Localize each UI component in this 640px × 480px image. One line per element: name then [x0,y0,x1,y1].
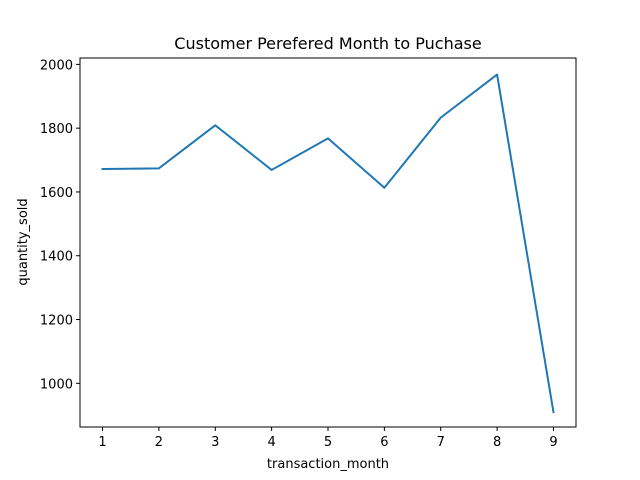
x-tick-label: 1 [98,435,106,450]
y-tick-label: 1600 [40,186,73,201]
series-line-0 [101,73,555,414]
x-tick-label: 6 [380,435,388,450]
x-axis-label: transaction_month [267,457,389,472]
x-tick-label: 9 [549,435,557,450]
x-tick-label: 7 [437,435,445,450]
x-tick-label: 3 [211,435,219,450]
y-tick-label: 1000 [40,377,73,392]
x-tick-label: 5 [324,435,332,450]
y-tick-label: 1400 [40,250,73,265]
x-tick-label: 4 [267,435,275,450]
y-tick-label: 1800 [40,122,73,137]
y-tick-label: 1200 [40,314,73,329]
plot-area [101,73,555,414]
y-tick-label: 2000 [40,58,73,73]
x-axis-ticks: 1 2 3 4 5 6 7 8 9 [98,427,558,450]
x-tick-label: 2 [155,435,163,450]
chart-title: Customer Perefered Month to Puchase [174,34,481,53]
x-tick-label: 8 [493,435,501,450]
y-axis-ticks: 1000 1200 1400 1600 1800 2000 [40,58,80,392]
y-axis-label: quantity_sold [16,198,31,285]
